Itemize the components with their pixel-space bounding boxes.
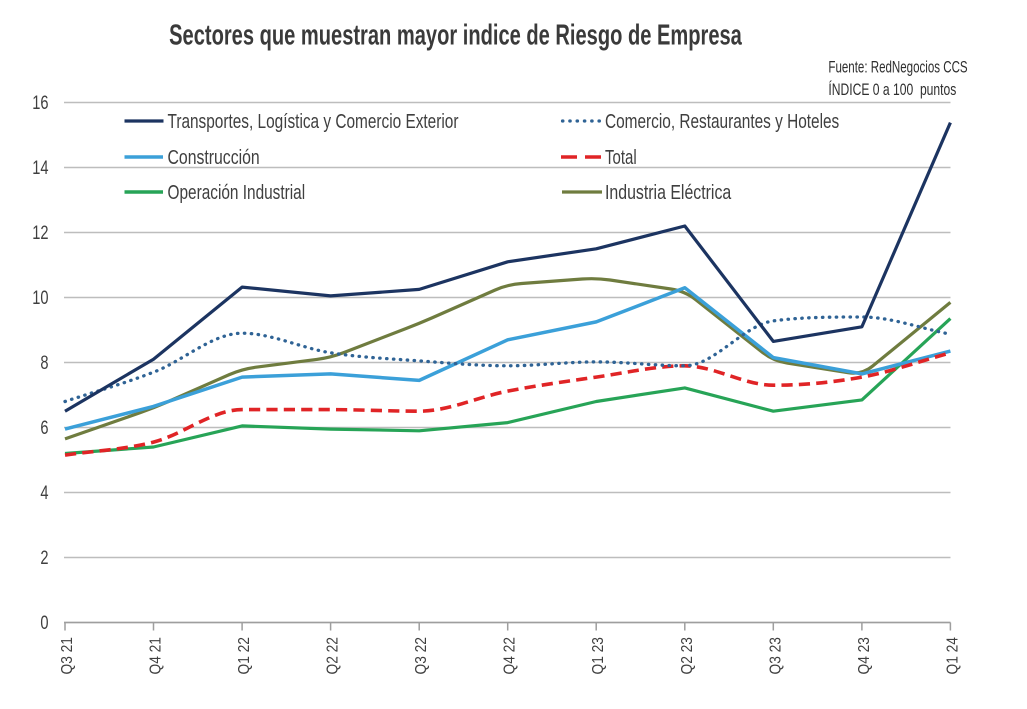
svg-text:Q1 24: Q1 24 bbox=[943, 637, 961, 674]
svg-text:Total: Total bbox=[605, 146, 637, 169]
svg-text:8: 8 bbox=[40, 352, 48, 373]
svg-text:ÍNDICE 0 a 100 puntos: ÍNDICE 0 a 100 puntos bbox=[828, 80, 956, 100]
svg-text:10: 10 bbox=[32, 287, 48, 308]
svg-text:Q4 23: Q4 23 bbox=[855, 637, 873, 674]
svg-text:Sectores que muestran mayor in: Sectores que muestran mayor indice de Ri… bbox=[169, 19, 743, 52]
svg-text:Operación Industrial: Operación Industrial bbox=[168, 181, 306, 203]
svg-text:Transportes, Logística y Comer: Transportes, Logística y Comercio Exteri… bbox=[168, 110, 459, 132]
svg-text:Q1 23: Q1 23 bbox=[589, 637, 607, 674]
svg-text:Q3 22: Q3 22 bbox=[412, 637, 430, 674]
svg-text:Q3 23: Q3 23 bbox=[766, 637, 784, 674]
svg-text:Q3 21: Q3 21 bbox=[58, 637, 76, 674]
svg-text:2: 2 bbox=[40, 547, 48, 568]
svg-text:14: 14 bbox=[32, 157, 48, 178]
svg-text:Q4 22: Q4 22 bbox=[501, 637, 519, 674]
svg-text:Q2 22: Q2 22 bbox=[324, 637, 342, 674]
svg-text:4: 4 bbox=[40, 482, 48, 503]
svg-text:Fuente: RedNegocios CCS: Fuente: RedNegocios CCS bbox=[828, 59, 967, 78]
svg-text:Comercio, Restaurantes y Hotel: Comercio, Restaurantes y Hoteles bbox=[605, 110, 839, 132]
svg-text:Q1 22: Q1 22 bbox=[235, 637, 253, 674]
svg-text:0: 0 bbox=[40, 612, 48, 633]
svg-text:Q4 21: Q4 21 bbox=[147, 637, 165, 674]
svg-text:12: 12 bbox=[32, 222, 48, 243]
svg-text:Construcción: Construcción bbox=[168, 146, 260, 168]
svg-text:Q2 23: Q2 23 bbox=[678, 637, 696, 674]
svg-text:6: 6 bbox=[40, 417, 48, 438]
svg-text:Industria Eléctrica: Industria Eléctrica bbox=[605, 181, 732, 203]
svg-text:16: 16 bbox=[32, 92, 48, 113]
